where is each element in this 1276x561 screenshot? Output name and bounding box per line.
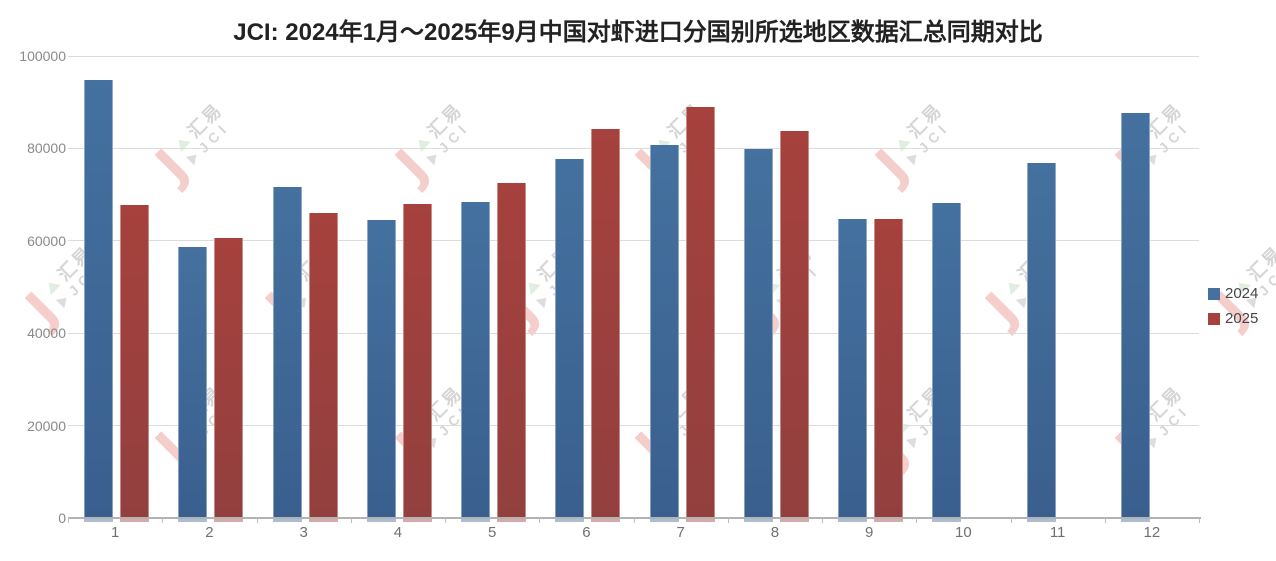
bar-2024-8[interactable] bbox=[743, 148, 773, 523]
bar-2024-1[interactable] bbox=[84, 80, 114, 522]
x-axis-tick-label: 1 bbox=[110, 524, 120, 541]
x-axis-tick bbox=[633, 518, 635, 523]
legend: 2024 2025 bbox=[1208, 283, 1258, 333]
x-axis-tick bbox=[256, 518, 258, 523]
watermark-text-jci: JCI bbox=[1255, 261, 1276, 300]
x-axis-tick bbox=[350, 518, 352, 523]
x-axis-tick bbox=[68, 518, 69, 523]
x-axis-tick bbox=[1104, 518, 1106, 523]
bar-2025-4[interactable] bbox=[402, 203, 432, 523]
gridline bbox=[68, 240, 1199, 242]
watermark-text-cn: 汇易 bbox=[1243, 242, 1276, 285]
legend-label: 2025 bbox=[1225, 310, 1259, 327]
x-axis-tick-label: 12 bbox=[1143, 524, 1161, 541]
bar-2025-6[interactable] bbox=[591, 129, 621, 522]
y-axis-tick-label: 0 bbox=[58, 510, 66, 526]
x-axis-tick bbox=[727, 518, 729, 523]
bar-2025-7[interactable] bbox=[685, 106, 715, 523]
bar-2024-5[interactable] bbox=[461, 202, 491, 522]
x-axis-tick-label: 8 bbox=[770, 524, 780, 541]
y-axis-tick-label: 40000 bbox=[27, 325, 66, 342]
bar-2024-6[interactable] bbox=[555, 159, 585, 522]
gridline bbox=[68, 55, 1199, 57]
x-axis-tick-label: 4 bbox=[393, 524, 403, 541]
gridline bbox=[68, 425, 1199, 427]
x-axis-tick bbox=[916, 518, 918, 523]
y-axis-tick-label: 80000 bbox=[27, 140, 66, 157]
legend-item-2024[interactable]: 2024 bbox=[1208, 283, 1258, 304]
bar-2024-2[interactable] bbox=[178, 246, 208, 523]
x-axis-line bbox=[68, 517, 1201, 519]
y-axis-tick-label: 60000 bbox=[27, 232, 66, 249]
legend-label: 2024 bbox=[1225, 285, 1259, 302]
x-axis-tick-label: 11 bbox=[1049, 524, 1066, 541]
x-axis-tick-label: 10 bbox=[955, 524, 972, 541]
x-axis-tick bbox=[539, 518, 541, 523]
x-axis-tick bbox=[445, 518, 446, 523]
y-axis-tick-label: 100000 bbox=[19, 48, 66, 64]
x-axis-tick-label: 2 bbox=[205, 524, 214, 541]
x-axis-tick bbox=[162, 518, 164, 523]
bar-2024-12[interactable] bbox=[1120, 112, 1150, 523]
bar-2024-9[interactable] bbox=[838, 218, 868, 523]
bar-2024-3[interactable] bbox=[272, 186, 302, 523]
x-axis-tick-label: 9 bbox=[864, 524, 874, 541]
bar-2025-2[interactable] bbox=[214, 238, 244, 522]
bar-2025-5[interactable] bbox=[497, 183, 527, 522]
plot-area bbox=[68, 55, 1201, 523]
x-axis-tick-label: 5 bbox=[487, 524, 497, 541]
bar-2025-3[interactable] bbox=[308, 213, 338, 522]
watermark-green-triangle-icon bbox=[43, 277, 61, 295]
gridline bbox=[68, 147, 1199, 149]
legend-item-2025[interactable]: 2025 bbox=[1208, 308, 1258, 329]
bar-2025-1[interactable] bbox=[120, 204, 150, 523]
gridline bbox=[68, 332, 1199, 334]
bar-2024-11[interactable] bbox=[1026, 162, 1056, 523]
x-axis-tick bbox=[1010, 518, 1012, 523]
chart-title: JCI: 2024年1月～2025年9月中国对虾进口分国别所选地区数据汇总同期对… bbox=[233, 19, 1043, 46]
bar-2024-4[interactable] bbox=[366, 220, 396, 522]
x-axis-tick bbox=[822, 518, 823, 523]
x-axis-tick bbox=[1199, 518, 1200, 523]
x-axis-tick-label: 7 bbox=[676, 524, 685, 541]
y-axis-tick-label: 20000 bbox=[27, 417, 66, 434]
x-axis-tick-label: 3 bbox=[299, 524, 308, 541]
bar-2024-10[interactable] bbox=[932, 202, 962, 523]
legend-swatch bbox=[1208, 287, 1220, 300]
x-axis-tick-label: 6 bbox=[582, 524, 591, 541]
bar-2025-9[interactable] bbox=[874, 218, 904, 523]
bar-2025-8[interactable] bbox=[779, 130, 809, 523]
legend-swatch bbox=[1208, 312, 1220, 325]
bar-2024-7[interactable] bbox=[649, 145, 679, 522]
